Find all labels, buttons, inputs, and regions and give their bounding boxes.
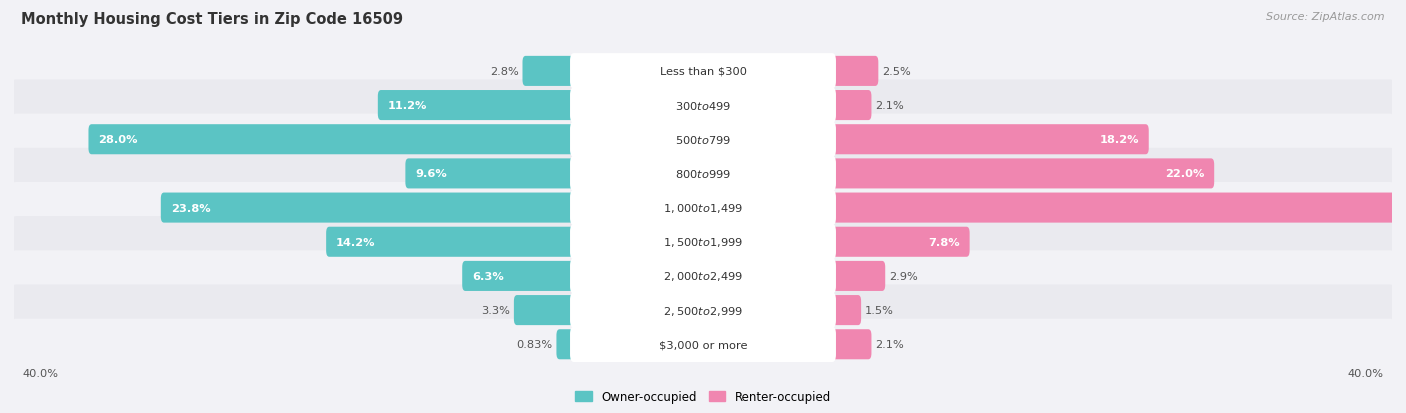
FancyBboxPatch shape <box>569 327 837 362</box>
Text: $500 to $799: $500 to $799 <box>675 134 731 146</box>
FancyBboxPatch shape <box>405 159 576 189</box>
FancyBboxPatch shape <box>830 227 970 257</box>
Text: 2.5%: 2.5% <box>882 67 911 77</box>
FancyBboxPatch shape <box>569 224 837 260</box>
FancyBboxPatch shape <box>557 330 576 359</box>
FancyBboxPatch shape <box>11 46 1395 97</box>
Legend: Owner-occupied, Renter-occupied: Owner-occupied, Renter-occupied <box>571 385 835 408</box>
FancyBboxPatch shape <box>11 80 1395 131</box>
FancyBboxPatch shape <box>11 216 1395 268</box>
FancyBboxPatch shape <box>326 227 576 257</box>
FancyBboxPatch shape <box>569 54 837 90</box>
FancyBboxPatch shape <box>89 125 576 155</box>
Text: 7.8%: 7.8% <box>928 237 960 247</box>
FancyBboxPatch shape <box>569 122 837 158</box>
FancyBboxPatch shape <box>11 114 1395 166</box>
FancyBboxPatch shape <box>830 159 1215 189</box>
Text: 22.0%: 22.0% <box>1164 169 1204 179</box>
FancyBboxPatch shape <box>830 295 860 325</box>
Text: $300 to $499: $300 to $499 <box>675 100 731 112</box>
FancyBboxPatch shape <box>11 319 1395 370</box>
Text: 2.1%: 2.1% <box>875 339 904 349</box>
FancyBboxPatch shape <box>160 193 576 223</box>
Text: Less than $300: Less than $300 <box>659 67 747 77</box>
Text: 40.0%: 40.0% <box>1347 368 1384 378</box>
FancyBboxPatch shape <box>830 193 1406 223</box>
FancyBboxPatch shape <box>569 293 837 328</box>
Text: 11.2%: 11.2% <box>388 101 427 111</box>
FancyBboxPatch shape <box>830 261 886 291</box>
FancyBboxPatch shape <box>378 91 576 121</box>
Text: 2.1%: 2.1% <box>875 101 904 111</box>
Text: $2,000 to $2,499: $2,000 to $2,499 <box>664 270 742 283</box>
Text: 2.8%: 2.8% <box>489 67 519 77</box>
Text: 1.5%: 1.5% <box>865 305 894 316</box>
Text: 0.83%: 0.83% <box>516 339 553 349</box>
Text: $2,500 to $2,999: $2,500 to $2,999 <box>664 304 742 317</box>
FancyBboxPatch shape <box>830 125 1149 155</box>
FancyBboxPatch shape <box>11 251 1395 302</box>
FancyBboxPatch shape <box>830 91 872 121</box>
FancyBboxPatch shape <box>11 285 1395 336</box>
FancyBboxPatch shape <box>463 261 576 291</box>
Text: 18.2%: 18.2% <box>1099 135 1139 145</box>
FancyBboxPatch shape <box>513 295 576 325</box>
Text: 2.9%: 2.9% <box>889 271 918 281</box>
Text: $800 to $999: $800 to $999 <box>675 168 731 180</box>
FancyBboxPatch shape <box>830 57 879 87</box>
Text: 9.6%: 9.6% <box>415 169 447 179</box>
FancyBboxPatch shape <box>830 330 872 359</box>
Text: 23.8%: 23.8% <box>170 203 211 213</box>
FancyBboxPatch shape <box>11 148 1395 199</box>
Text: $1,500 to $1,999: $1,500 to $1,999 <box>664 236 742 249</box>
FancyBboxPatch shape <box>523 57 576 87</box>
FancyBboxPatch shape <box>569 156 837 192</box>
Text: 3.3%: 3.3% <box>481 305 510 316</box>
Text: 6.3%: 6.3% <box>472 271 503 281</box>
Text: $1,000 to $1,499: $1,000 to $1,499 <box>664 202 742 215</box>
FancyBboxPatch shape <box>569 190 837 226</box>
FancyBboxPatch shape <box>569 88 837 123</box>
FancyBboxPatch shape <box>569 259 837 294</box>
Text: Monthly Housing Cost Tiers in Zip Code 16509: Monthly Housing Cost Tiers in Zip Code 1… <box>21 12 404 27</box>
Text: 14.2%: 14.2% <box>336 237 375 247</box>
Text: 28.0%: 28.0% <box>98 135 138 145</box>
FancyBboxPatch shape <box>11 183 1395 234</box>
Text: 40.0%: 40.0% <box>22 368 59 378</box>
Text: $3,000 or more: $3,000 or more <box>659 339 747 349</box>
Text: Source: ZipAtlas.com: Source: ZipAtlas.com <box>1267 12 1385 22</box>
